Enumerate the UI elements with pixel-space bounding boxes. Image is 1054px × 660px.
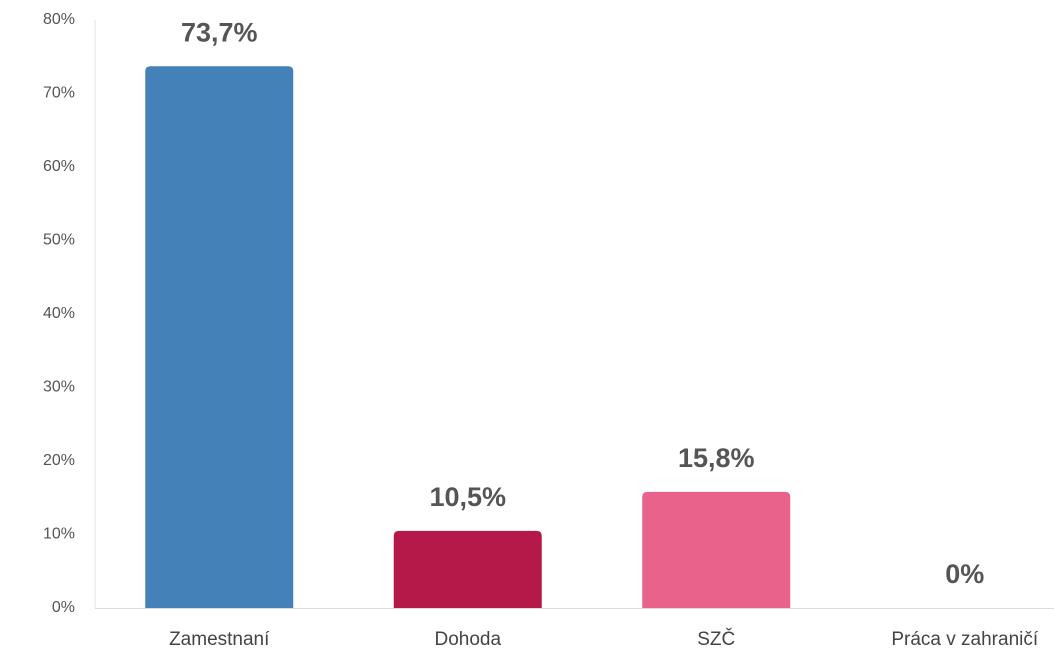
y-tick-label: 60% [43,158,75,175]
y-tick-label: 70% [43,85,75,102]
y-tick-label: 40% [43,305,75,322]
bar [145,66,294,609]
x-tick-label: SZČ [697,628,735,650]
x-tick-label: Dohoda [434,629,501,650]
bar [642,491,791,608]
data-label: 15,8% [678,443,755,473]
y-tick-label: 50% [43,232,75,249]
data-label: 10,5% [429,482,506,512]
x-tick-label: Zamestnaní [169,629,270,650]
y-tick-label: 0% [52,599,75,616]
y-tick-label: 80% [43,11,75,28]
bar [393,530,542,608]
x-tick-label: Práca v zahraničí [891,629,1039,650]
y-tick-label: 10% [43,526,75,543]
data-label: 73,7% [181,17,258,47]
y-tick-label: 20% [43,452,75,469]
data-label: 0% [945,559,984,589]
y-tick-label: 30% [43,379,75,396]
